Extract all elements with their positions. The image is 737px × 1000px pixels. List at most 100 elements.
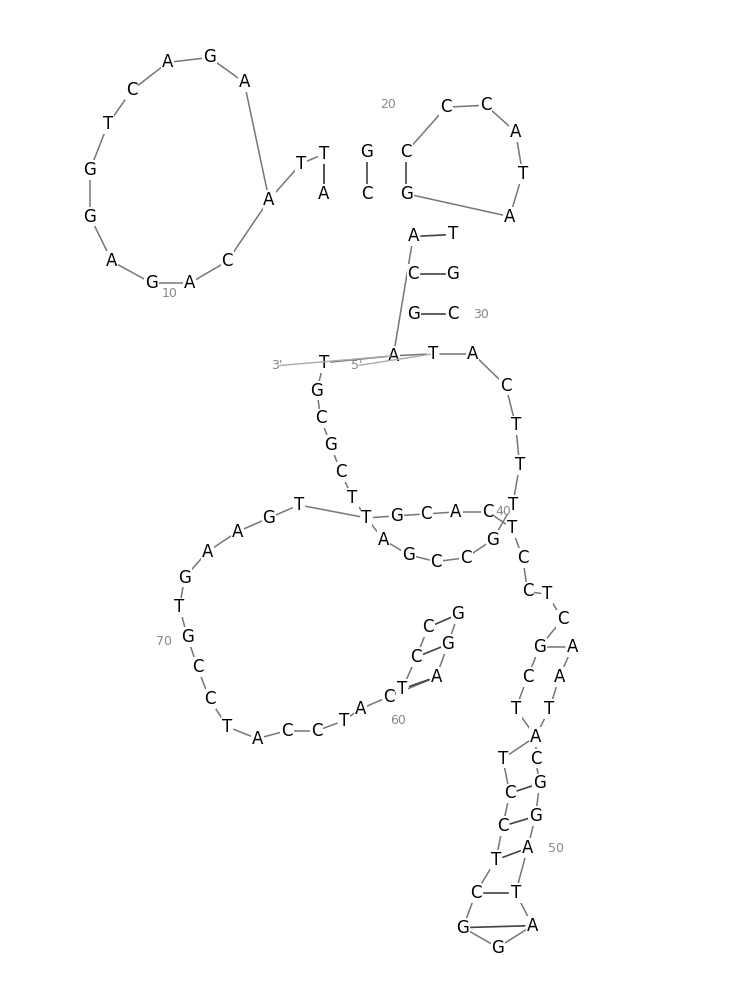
Text: A: A (530, 728, 541, 746)
Text: C: C (522, 668, 534, 686)
Text: T: T (514, 456, 525, 474)
Text: T: T (318, 354, 329, 372)
Text: C: C (282, 722, 293, 740)
Text: C: C (497, 817, 509, 835)
Text: T: T (428, 345, 439, 363)
Text: T: T (491, 851, 501, 869)
Text: 5': 5' (351, 359, 363, 372)
Text: A: A (408, 227, 419, 245)
Text: G: G (360, 143, 373, 161)
Text: G: G (181, 628, 194, 646)
Text: T: T (542, 585, 553, 603)
Text: C: C (335, 463, 346, 481)
Text: A: A (522, 839, 534, 857)
Text: C: C (222, 252, 233, 270)
Text: A: A (450, 503, 461, 521)
Text: G: G (310, 382, 324, 400)
Text: C: C (447, 305, 458, 323)
Text: 3': 3' (271, 359, 283, 372)
Text: C: C (408, 265, 419, 283)
Text: A: A (553, 668, 565, 686)
Text: C: C (500, 377, 511, 395)
Text: G: G (400, 185, 413, 203)
Text: T: T (448, 225, 458, 243)
Text: T: T (296, 155, 306, 173)
Text: G: G (492, 939, 504, 957)
Text: T: T (511, 884, 521, 902)
Text: C: C (411, 648, 422, 666)
Text: G: G (452, 605, 464, 623)
Text: A: A (378, 531, 389, 549)
Text: A: A (106, 252, 118, 270)
Text: G: G (262, 509, 276, 527)
Text: T: T (318, 145, 329, 163)
Text: 70: 70 (156, 635, 172, 648)
Text: T: T (222, 718, 232, 736)
Text: A: A (231, 523, 243, 541)
Text: A: A (239, 73, 250, 91)
Text: G: G (145, 274, 158, 292)
Text: 60: 60 (391, 714, 406, 727)
Text: G: G (486, 531, 499, 549)
Text: C: C (482, 503, 494, 521)
Text: G: G (203, 48, 216, 66)
Text: G: G (178, 569, 191, 587)
Text: C: C (311, 722, 323, 740)
Text: A: A (202, 543, 213, 561)
Text: 40: 40 (496, 505, 511, 518)
Text: A: A (504, 208, 515, 226)
Text: G: G (533, 638, 546, 656)
Text: A: A (184, 274, 195, 292)
Text: C: C (430, 553, 442, 571)
Text: C: C (422, 618, 434, 636)
Text: G: G (324, 436, 337, 454)
Text: C: C (192, 658, 203, 676)
Text: C: C (480, 96, 492, 114)
Text: T: T (397, 680, 408, 698)
Text: C: C (315, 409, 326, 427)
Text: A: A (251, 730, 263, 748)
Text: G: G (407, 305, 419, 323)
Text: G: G (447, 265, 459, 283)
Text: A: A (263, 191, 275, 209)
Text: C: C (530, 750, 541, 768)
Text: T: T (175, 598, 185, 616)
Text: G: G (441, 635, 455, 653)
Text: T: T (361, 509, 371, 527)
Text: A: A (527, 917, 538, 935)
Text: A: A (510, 123, 521, 141)
Text: 50: 50 (548, 842, 564, 855)
Text: C: C (460, 549, 472, 567)
Text: A: A (467, 345, 478, 363)
Text: A: A (388, 347, 399, 365)
Text: T: T (517, 165, 528, 183)
Text: G: G (533, 774, 546, 792)
Text: A: A (430, 668, 441, 686)
Text: A: A (162, 53, 173, 71)
Text: T: T (545, 700, 555, 718)
Text: C: C (203, 690, 215, 708)
Text: C: C (517, 549, 528, 567)
Text: T: T (511, 700, 521, 718)
Text: G: G (83, 161, 97, 179)
Text: G: G (529, 807, 542, 825)
Text: A: A (567, 638, 578, 656)
Text: 30: 30 (473, 308, 489, 321)
Text: C: C (522, 582, 534, 600)
Text: T: T (506, 519, 517, 537)
Text: C: C (360, 185, 372, 203)
Text: C: C (126, 81, 138, 99)
Text: C: C (383, 688, 394, 706)
Text: G: G (456, 919, 469, 937)
Text: C: C (556, 610, 568, 628)
Text: T: T (338, 712, 349, 730)
Text: C: C (400, 143, 412, 161)
Text: T: T (497, 750, 508, 768)
Text: 10: 10 (161, 287, 178, 300)
Text: G: G (390, 507, 403, 525)
Text: T: T (508, 496, 518, 514)
Text: C: C (504, 784, 515, 802)
Text: G: G (83, 208, 97, 226)
Text: C: C (440, 98, 452, 116)
Text: A: A (318, 185, 329, 203)
